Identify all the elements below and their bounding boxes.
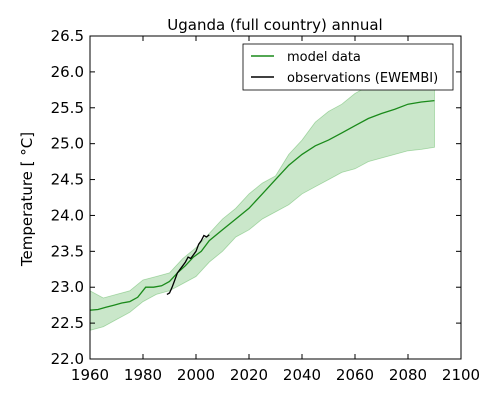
plot-frame	[89, 35, 462, 360]
x-tick-label: 1980	[124, 366, 162, 384]
y-tick-label: 23.5	[51, 242, 84, 260]
legend-box	[242, 43, 454, 91]
legend: model data observations (EWEMBI)	[242, 43, 454, 91]
x-tick-label: 2000	[177, 366, 215, 384]
y-axis: 22.0 22.5 23.0 23.5 24.0 24.5 25.0 25.5 26.0 26.5	[51, 27, 461, 368]
legend-label-model: model data	[287, 50, 361, 65]
y-tick-label: 22.5	[51, 314, 84, 332]
y-tick-label: 25.0	[51, 135, 84, 153]
y-tick-label: 22.0	[51, 350, 84, 368]
series-line-0	[89, 99, 435, 311]
y-tick-label: 24.5	[51, 171, 84, 189]
y-tick-label: 26.0	[51, 63, 84, 81]
plot-area	[89, 56, 435, 331]
x-tick-label: 2060	[336, 366, 374, 384]
x-axis: 1960 1980 2000 2020 2040 2060 2080 2100	[71, 36, 480, 384]
x-tick-label: 2100	[442, 366, 480, 384]
x-tick-label: 2040	[283, 366, 321, 384]
y-tick-label: 24.0	[51, 206, 84, 224]
y-tick-label: 23.0	[51, 278, 84, 296]
legend-label-observations: observations (EWEMBI)	[287, 71, 438, 86]
y-tick-label: 25.5	[51, 99, 84, 117]
x-tick-label: 2020	[230, 366, 268, 384]
chart-title: Uganda (full country) annual	[167, 16, 382, 34]
y-axis-label: Temperature [ °C]	[18, 132, 36, 267]
x-tick-label: 1960	[71, 366, 109, 384]
y-tick-label: 26.5	[51, 27, 84, 45]
series-line-1	[166, 234, 210, 295]
x-tick-label: 2080	[389, 366, 427, 384]
